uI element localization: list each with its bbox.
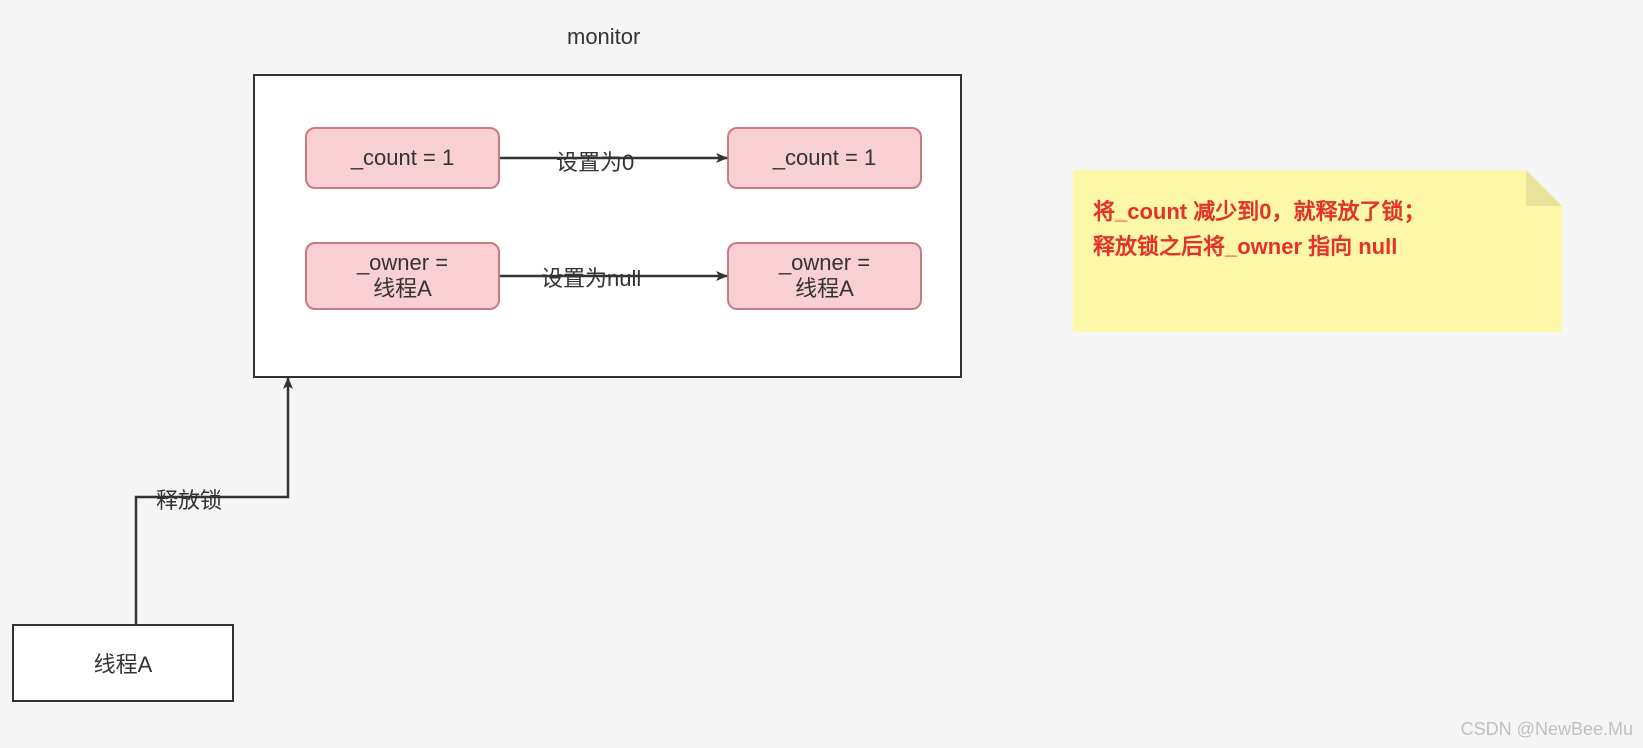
node-owner-left: _owner =线程A: [305, 242, 500, 310]
arrow-label-set-zero: 设置为0: [556, 145, 634, 177]
node-owner-right: _owner =线程A: [727, 242, 922, 310]
note-corner-icon: [1526, 170, 1562, 206]
arrow-label-release: 释放锁: [156, 483, 222, 515]
monitor-box: [253, 74, 962, 378]
note-line1: 将_count 减少到0，就释放了锁；: [1093, 194, 1542, 229]
watermark: CSDN @NewBee.Mu: [1461, 719, 1633, 740]
arrow-label-set-null: 设置为null: [541, 261, 641, 293]
thread-label: 线程A: [94, 647, 153, 679]
node-label: _owner =线程A: [357, 250, 448, 303]
note-box: 将_count 减少到0，就释放了锁； 释放锁之后将_owner 指向 null: [1073, 170, 1562, 332]
node-count-left: _count = 1: [305, 127, 500, 189]
thread-box: 线程A: [12, 624, 234, 702]
node-label: _count = 1: [351, 145, 454, 171]
note-line2: 释放锁之后将_owner 指向 null: [1093, 229, 1542, 264]
node-count-right: _count = 1: [727, 127, 922, 189]
node-label: _count = 1: [773, 145, 876, 171]
node-label: _owner =线程A: [779, 250, 870, 303]
monitor-title: monitor: [567, 24, 640, 50]
